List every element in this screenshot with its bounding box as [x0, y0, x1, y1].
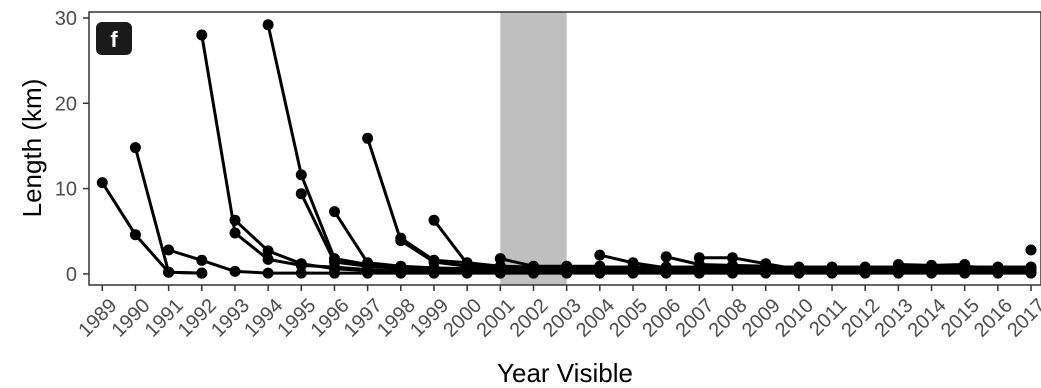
data-point-s13-2004: [594, 249, 606, 261]
y-tick-label: 30: [55, 8, 77, 30]
data-point-s12-2002: [528, 260, 539, 272]
y-tick-label: 0: [66, 264, 77, 286]
data-point-s12-2001: [494, 253, 506, 265]
data-point-s14-2006: [660, 251, 672, 263]
x-axis-title: Year Visible: [497, 358, 633, 388]
y-axis: 0 10 20 30: [55, 8, 89, 286]
data-point-s11-1999: [428, 254, 440, 266]
data-point-s2-1990: [129, 142, 141, 154]
series-line-12: [498, 257, 602, 268]
y-axis-title: Length (km): [17, 79, 47, 218]
series-line-14: [664, 255, 768, 268]
data-point-s3-1993: [229, 265, 241, 277]
data-point-s14-2008: [727, 259, 738, 271]
data-point-s13-2006: [660, 262, 672, 274]
series-line-1: [100, 181, 204, 275]
series-points-layer: [96, 19, 1037, 279]
data-point-s11-1998: [395, 232, 407, 244]
plot-panel-border: [88, 11, 1041, 286]
data-point-s15-2010: [793, 264, 805, 276]
data-point-s10-1999: [428, 214, 440, 226]
data-point-s11-2001: [494, 260, 506, 272]
data-point-s15-2009: [760, 258, 772, 270]
data-point-s16-2016: [992, 263, 1004, 275]
data-point-s11-2000: [461, 257, 473, 269]
data-point-s4-1994: [262, 253, 274, 265]
data-point-s6-1994: [262, 19, 274, 31]
data-point-s15-2007: [693, 252, 705, 264]
data-point-s4-1993: [229, 227, 241, 239]
data-point-s5-1994: [262, 245, 274, 257]
shaded-region-layer: [500, 12, 567, 285]
series-line-6: [266, 23, 1033, 272]
y-tick-label: 10: [55, 179, 77, 201]
y-tick-label: 20: [55, 93, 77, 115]
data-point-s3-1992: [196, 254, 208, 266]
data-point-s17-2015: [959, 259, 971, 270]
data-point-s17-2014: [926, 259, 937, 271]
data-point-s2-1992: [196, 267, 208, 279]
series-line-11: [399, 236, 1033, 269]
panel-label: f: [110, 27, 118, 52]
data-point-s8-1998: [395, 260, 407, 272]
panel-label-background: [96, 22, 132, 55]
data-point-s1-1990: [129, 229, 141, 241]
data-point-s1-1989: [96, 177, 108, 189]
data-point-s7-1995: [295, 188, 307, 200]
data-point-s11-2011: [826, 261, 838, 273]
series-line-15: [697, 256, 801, 272]
data-point-s6-1995: [295, 169, 307, 181]
data-point-s3-1995: [295, 267, 307, 279]
data-point-s12-2003: [561, 260, 573, 272]
data-point-s5-1995: [295, 258, 307, 270]
series-line-9: [366, 136, 1033, 270]
data-point-s18-2017: [1025, 244, 1037, 256]
data-point-s3-1994: [262, 267, 274, 279]
data-point-s16-2013: [892, 259, 904, 270]
data-point-s2-1991: [163, 266, 175, 278]
data-point-s11-2012: [859, 261, 871, 273]
panel-label-badge: f: [96, 22, 132, 55]
data-point-s12-2004: [594, 260, 606, 272]
data-point-s5-1993: [229, 214, 241, 226]
data-point-s8-1997: [362, 257, 374, 269]
data-point-s3-1991: [163, 244, 175, 256]
data-point-s16-2017: [1025, 263, 1037, 275]
data-point-s9-1997: [362, 132, 374, 144]
data-point-s7-1996: [329, 256, 340, 268]
data-point-s15-2008: [727, 252, 738, 264]
series-line-17: [930, 263, 967, 267]
x-axis: 1989199019911992199319941995199619971998…: [74, 285, 1041, 342]
shaded-region: [500, 12, 567, 285]
data-point-s8-1996: [329, 206, 340, 218]
data-point-s4-1992: [196, 29, 208, 41]
data-point-s13-2005: [627, 257, 639, 269]
